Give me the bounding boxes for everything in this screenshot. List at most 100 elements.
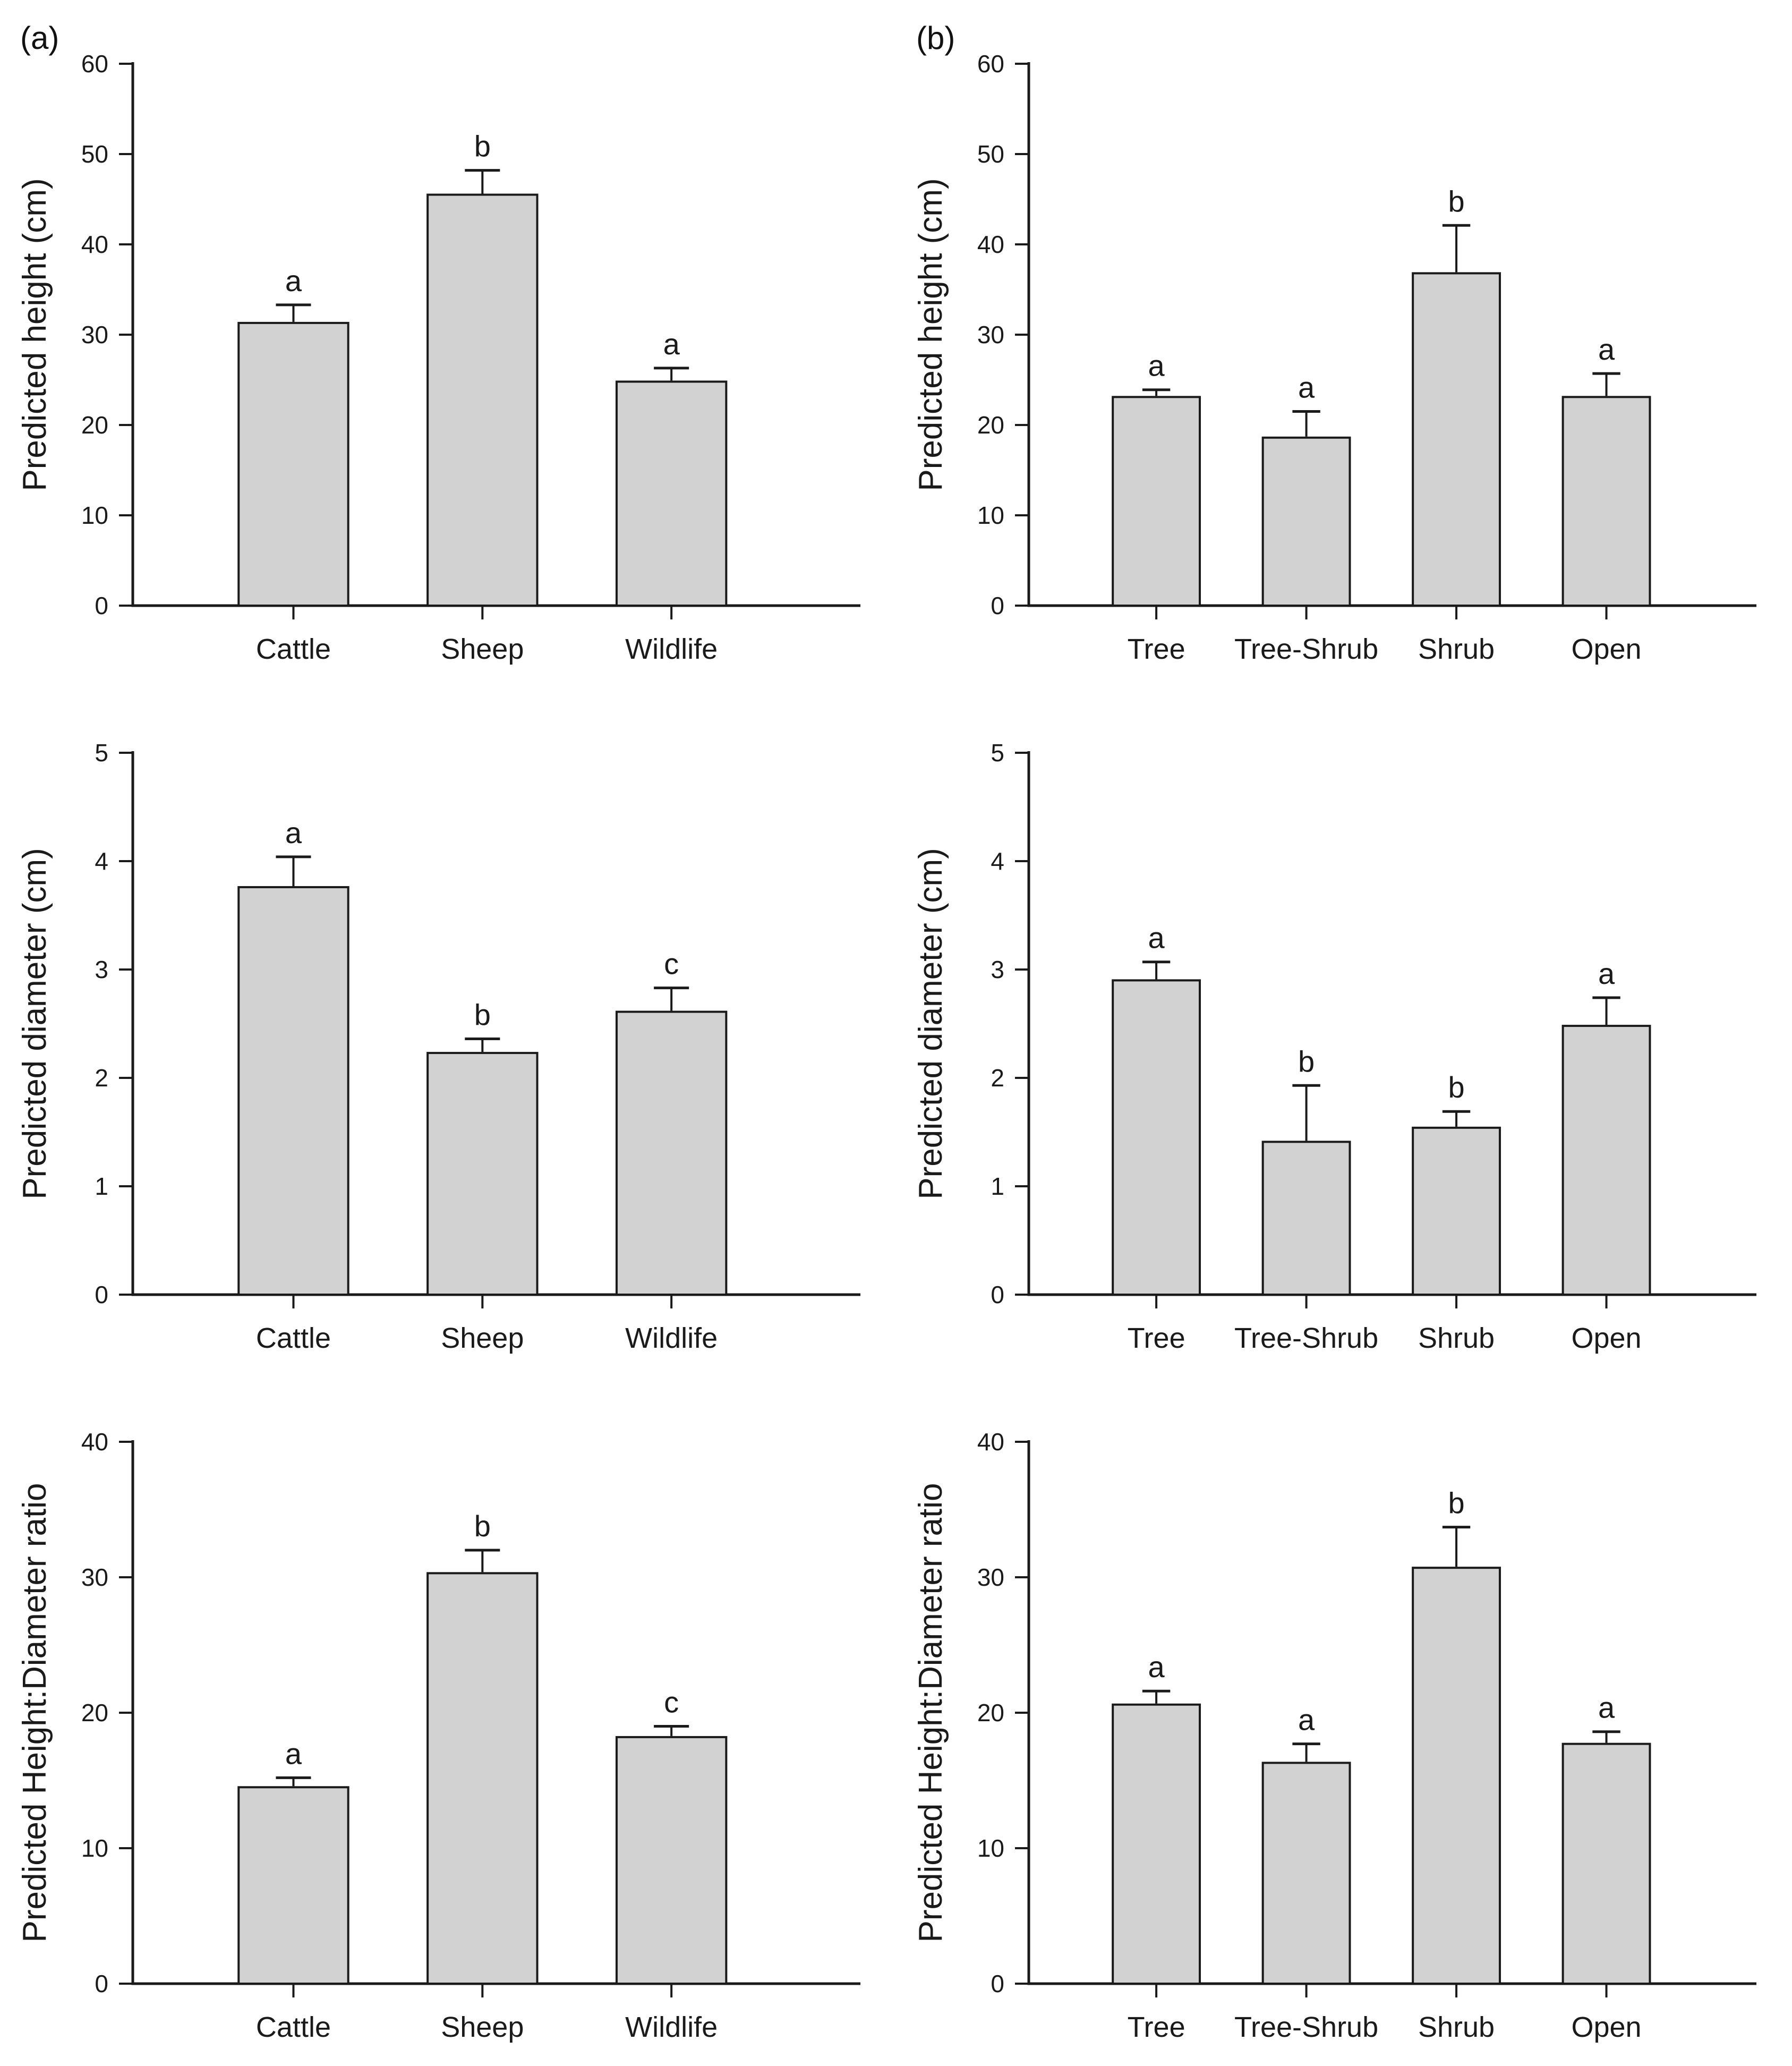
x-category-label: Open <box>1571 1322 1641 1354</box>
y-tick-label: 3 <box>95 956 108 983</box>
sig-letter: b <box>1448 1070 1464 1104</box>
cell-a-height: (a) 0 10 20 30 40 50 60 Predicted height (cm) a C… <box>0 0 896 689</box>
bar-shrub <box>1412 1126 1501 1296</box>
sig-letter: a <box>1598 957 1615 990</box>
sig-letter: b <box>474 130 491 163</box>
bar-tree-shrub <box>1261 436 1351 607</box>
bar-tree <box>1112 1703 1201 1985</box>
sig-letter: a <box>285 1737 302 1770</box>
bar-shrub <box>1412 272 1501 607</box>
y-tick-label: 40 <box>81 1428 108 1456</box>
y-tick-label: 0 <box>95 1970 108 1997</box>
chart-b-predicted-height: 0 10 20 30 40 50 60 Predicted height (cm) a Tree a… <box>912 50 1756 665</box>
bar-sheep <box>426 193 539 607</box>
sig-letter: a <box>1148 1650 1165 1684</box>
bar-sheep <box>426 1572 539 1985</box>
y-tick-label: 4 <box>991 847 1004 875</box>
y-tick-label: 30 <box>81 321 108 348</box>
y-tick-label: 3 <box>991 956 1004 983</box>
chart-b-height-diameter-ratio: 0 10 20 30 40 Predicted Height:Diameter ratio… <box>912 1428 1756 2043</box>
y-tick-label: 50 <box>81 140 108 168</box>
y-tick-label: 40 <box>977 231 1004 258</box>
x-category-label: Cattle <box>256 633 331 665</box>
y-tick-label: 40 <box>977 1428 1004 1456</box>
y-tick-label: 0 <box>991 1970 1004 1997</box>
chart-b-predicted-diameter: 0 1 2 3 4 5 Predicted diameter (cm) a Tree b Tree-… <box>912 739 1756 1354</box>
x-category-label: Shrub <box>1418 1322 1495 1354</box>
y-tick-label: 0 <box>95 592 108 619</box>
y-axis-title: Predicted Height:Diameter ratio <box>912 1483 949 1943</box>
sig-letter: a <box>1148 349 1165 382</box>
bar-wildlife <box>615 1736 728 1985</box>
y-tick-label: 60 <box>81 50 108 78</box>
bar-tree <box>1112 979 1201 1296</box>
sig-letter: a <box>1148 921 1165 955</box>
cell-b-height: (b) 0 10 20 30 40 50 60 Predicted height (cm) a T… <box>896 0 1792 689</box>
y-tick-label: 1 <box>95 1172 108 1200</box>
y-axis-title: Predicted Height:Diameter ratio <box>16 1483 53 1943</box>
bar-sheep <box>426 1052 539 1296</box>
bar-cattle <box>237 886 349 1296</box>
x-category-label: Wildlife <box>625 633 718 665</box>
x-category-label: Open <box>1571 2011 1641 2043</box>
sig-letter: b <box>1448 184 1464 218</box>
cell-a-diameter: 0 1 2 3 4 5 Predicted diameter (cm) a Cattle b She… <box>0 689 896 1378</box>
y-tick-label: 40 <box>81 231 108 258</box>
chart-a-predicted-diameter: 0 1 2 3 4 5 Predicted diameter (cm) a Cattle b She… <box>16 739 860 1354</box>
y-tick-label: 10 <box>81 501 108 529</box>
bar-shrub <box>1412 1567 1501 1985</box>
bar-tree <box>1112 396 1201 607</box>
y-tick-label: 10 <box>977 1834 1004 1862</box>
y-tick-label: 5 <box>991 739 1004 767</box>
y-tick-label: 2 <box>95 1064 108 1092</box>
sig-letter: a <box>663 327 680 361</box>
x-category-label: Tree-Shrub <box>1234 2011 1378 2043</box>
sig-letter: b <box>474 998 491 1032</box>
y-tick-label: 5 <box>95 739 108 767</box>
x-category-label: Sheep <box>441 2011 524 2043</box>
chart-a-height-diameter-ratio: 0 10 20 30 40 Predicted Height:Diameter ratio… <box>16 1428 860 2043</box>
sig-letter: a <box>285 816 302 849</box>
y-tick-label: 50 <box>977 140 1004 168</box>
cell-a-ratio: 0 10 20 30 40 Predicted Height:Diameter ratio… <box>0 1378 896 2066</box>
y-tick-label: 10 <box>81 1834 108 1862</box>
sig-letter: a <box>1598 1691 1615 1724</box>
x-category-label: Tree-Shrub <box>1234 633 1378 665</box>
bar-wildlife <box>615 380 728 607</box>
bar-tree-shrub <box>1261 1762 1351 1985</box>
x-category-label: Open <box>1571 633 1641 665</box>
y-axis-title: Predicted height (cm) <box>912 178 949 491</box>
bar-open <box>1561 396 1651 607</box>
y-tick-label: 20 <box>81 411 108 439</box>
bar-cattle <box>237 1786 349 1985</box>
sig-letter: b <box>1448 1486 1464 1520</box>
sig-letter: a <box>1298 1703 1315 1737</box>
y-tick-label: 30 <box>977 321 1004 348</box>
panel-label-a: (a) <box>20 20 59 56</box>
x-category-label: Tree-Shrub <box>1234 1322 1378 1354</box>
sig-letter: c <box>664 1686 679 1719</box>
x-category-label: Cattle <box>256 1322 331 1354</box>
y-tick-label: 4 <box>95 847 108 875</box>
y-axis-title: Predicted diameter (cm) <box>912 848 949 1200</box>
bar-wildlife <box>615 1010 728 1296</box>
x-category-label: Tree <box>1128 1322 1185 1354</box>
x-category-label: Tree <box>1128 2011 1185 2043</box>
x-category-label: Cattle <box>256 2011 331 2043</box>
y-axis-title: Predicted height (cm) <box>16 178 53 491</box>
bar-open <box>1561 1742 1651 1985</box>
y-tick-label: 10 <box>977 501 1004 529</box>
sig-letter: a <box>1298 371 1315 404</box>
y-tick-label: 20 <box>977 411 1004 439</box>
y-tick-label: 20 <box>81 1699 108 1727</box>
y-tick-label: 2 <box>991 1064 1004 1092</box>
sig-letter: c <box>664 947 679 981</box>
x-category-label: Wildlife <box>625 2011 718 2043</box>
x-category-label: Shrub <box>1418 633 1495 665</box>
sig-letter: b <box>1298 1044 1315 1078</box>
x-category-label: Sheep <box>441 633 524 665</box>
x-category-label: Tree <box>1128 633 1185 665</box>
y-tick-label: 0 <box>991 1281 1004 1308</box>
x-category-label: Sheep <box>441 1322 524 1354</box>
